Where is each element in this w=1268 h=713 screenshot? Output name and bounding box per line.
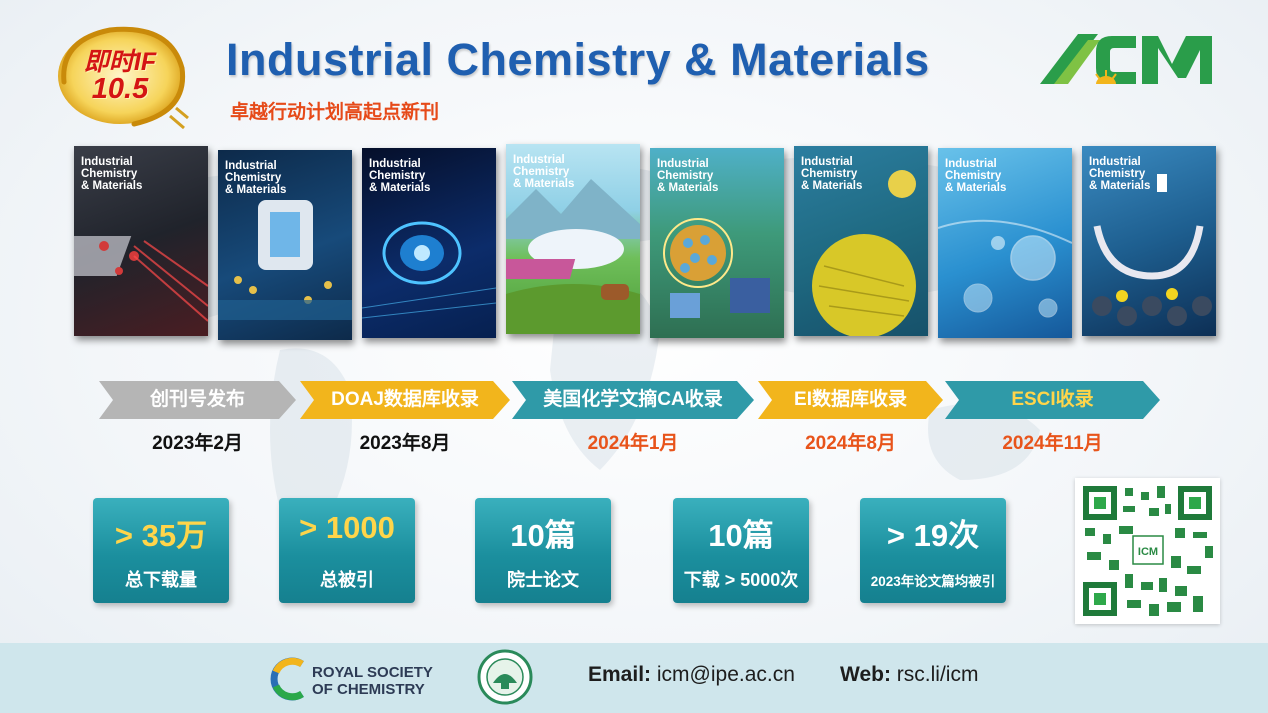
timeline-date-3: 2024年1月 xyxy=(587,433,679,454)
web-label: Web: xyxy=(840,663,891,686)
stat-citations: > 1000 总被引 xyxy=(279,498,415,603)
stat-label: 总下载量 xyxy=(125,570,197,590)
cover-6[interactable]: Industrial Chemistry & Materials xyxy=(794,146,928,336)
stat-label: 院士论文 xyxy=(507,570,579,590)
cover-art-bubbles-icon xyxy=(938,219,1072,318)
web-link[interactable]: rsc.li/icm xyxy=(896,663,979,686)
badge-if-label: 即时IF xyxy=(83,48,157,76)
chevron-arrow-icon xyxy=(512,381,754,419)
cover-art-sphere-icon xyxy=(812,170,916,336)
stat-value: > 35万 xyxy=(114,518,208,553)
stat-downloads: > 35万 总下载量 xyxy=(93,498,229,603)
email-label: Email: xyxy=(588,663,652,686)
rsc-logo: ROYAL SOCIETY OF CHEMISTRY xyxy=(270,650,450,706)
stat-value: > 19次 xyxy=(886,518,980,553)
stat-value: 10篇 xyxy=(708,518,774,553)
cover-1[interactable]: Industrial Chemistry & Materials xyxy=(74,146,208,336)
impact-factor-badge: 即时IF 10.5 xyxy=(50,20,190,132)
timeline-label: 创刊号发布 xyxy=(149,389,245,410)
stat-value: > 1000 xyxy=(299,510,395,545)
timeline-step-1: 创刊号发布 xyxy=(99,381,296,419)
qr-code-icon[interactable]: ICM xyxy=(1075,478,1220,624)
email-link[interactable]: icm@ipe.ac.cn xyxy=(656,663,795,686)
cover-art-molecules-icon xyxy=(74,236,208,322)
timeline-date-5: 2024年11月 xyxy=(1002,433,1103,454)
journal-title: Industrial Chemistry & Materials xyxy=(226,34,930,85)
cover-title: Industrial Chemistry & Materials xyxy=(801,156,863,192)
timeline-label: DOAJ数据库收录 xyxy=(331,389,479,410)
timeline-label: 美国化学文摘CA收录 xyxy=(543,389,723,410)
timeline-step-2: DOAJ数据库收录 xyxy=(300,381,510,419)
cover-3[interactable]: Industrial Chemistry & Materials xyxy=(362,148,496,338)
chevron-arrow-icon xyxy=(758,381,943,419)
icm-logo xyxy=(1040,34,1212,84)
rsc-ring-icon xyxy=(270,657,304,701)
chevron-arrow-icon xyxy=(945,381,1160,419)
stat-value: 10篇 xyxy=(510,518,576,553)
footer-bar: ROYAL SOCIETY OF CHEMISTRY Email: icm@ip… xyxy=(0,643,1268,713)
footer-web: Web: rsc.li/icm xyxy=(840,663,978,687)
timeline-date-1: 2023年2月 xyxy=(152,433,243,454)
timeline-label: ESCI收录 xyxy=(1011,389,1094,410)
stat-academician-papers: 10篇 院士论文 xyxy=(475,498,611,603)
svg-text:ICM: ICM xyxy=(1138,546,1158,558)
timeline-date-4: 2024年8月 xyxy=(805,433,896,454)
badge-if-value: 10.5 xyxy=(91,73,149,105)
cover-2[interactable]: Industrial Chemistry & Materials xyxy=(218,150,352,340)
cover-7[interactable]: Industrial Chemistry & Materials xyxy=(938,148,1072,338)
rsc-name: ROYAL SOCIETY OF CHEMISTRY xyxy=(312,664,433,698)
cover-4[interactable]: Industrial Chemistry & Materials xyxy=(506,144,640,334)
chevron-arrow-icon xyxy=(300,381,510,419)
timeline-date-2: 2023年8月 xyxy=(359,433,451,454)
cover-title: Industrial Chemistry & Materials xyxy=(369,158,431,194)
cover-title: Industrial Chemistry & Materials xyxy=(225,160,287,196)
cover-title: Industrial Chemistry & Materials xyxy=(657,158,719,194)
journal-subtitle: 卓越行动计划高起点新刊 xyxy=(230,102,440,123)
timeline-label: EI数据库收录 xyxy=(794,389,907,410)
timeline-step-5: ESCI收录 xyxy=(945,381,1160,419)
cover-title: Industrial Chemistry & Materials xyxy=(81,156,143,192)
stat-label: 2023年论文篇均被引 xyxy=(870,574,996,589)
footer-email: Email: icm@ipe.ac.cn xyxy=(588,663,795,687)
stat-average-citations: > 19次 2023年论文篇均被引 xyxy=(860,498,1006,603)
stat-highly-downloaded: 10篇 下载 > 5000次 xyxy=(673,498,809,603)
cover-art-reactor-icon xyxy=(218,200,352,320)
cover-8[interactable]: Industrial Chemistry & Materials xyxy=(1082,146,1216,336)
journal-covers: Industrial Chemistry & Materials Industr… xyxy=(74,144,1224,344)
cover-title: Industrial Chemistry & Materials xyxy=(1089,156,1151,192)
timeline-step-4: EI数据库收录 xyxy=(758,381,943,419)
gold-brush-ring-icon xyxy=(58,26,189,130)
cover-5[interactable]: Industrial Chemistry & Materials xyxy=(650,148,784,338)
cover-title: Industrial Chemistry & Materials xyxy=(945,158,1007,194)
stat-label: 下载 > 5000次 xyxy=(683,570,799,590)
institute-seal-icon xyxy=(477,649,533,705)
stat-label: 总被引 xyxy=(320,570,374,590)
timeline-step-3: 美国化学文摘CA收录 xyxy=(512,381,754,419)
cover-art-nanoparticle-icon xyxy=(663,218,770,318)
cover-art-landscape-icon xyxy=(506,179,640,334)
cover-art-energy-ring-icon xyxy=(362,221,496,319)
chevron-arrow-icon xyxy=(99,381,296,419)
cover-art-lattice-icon xyxy=(1092,174,1212,326)
cover-title: Industrial Chemistry & Materials xyxy=(513,154,575,190)
